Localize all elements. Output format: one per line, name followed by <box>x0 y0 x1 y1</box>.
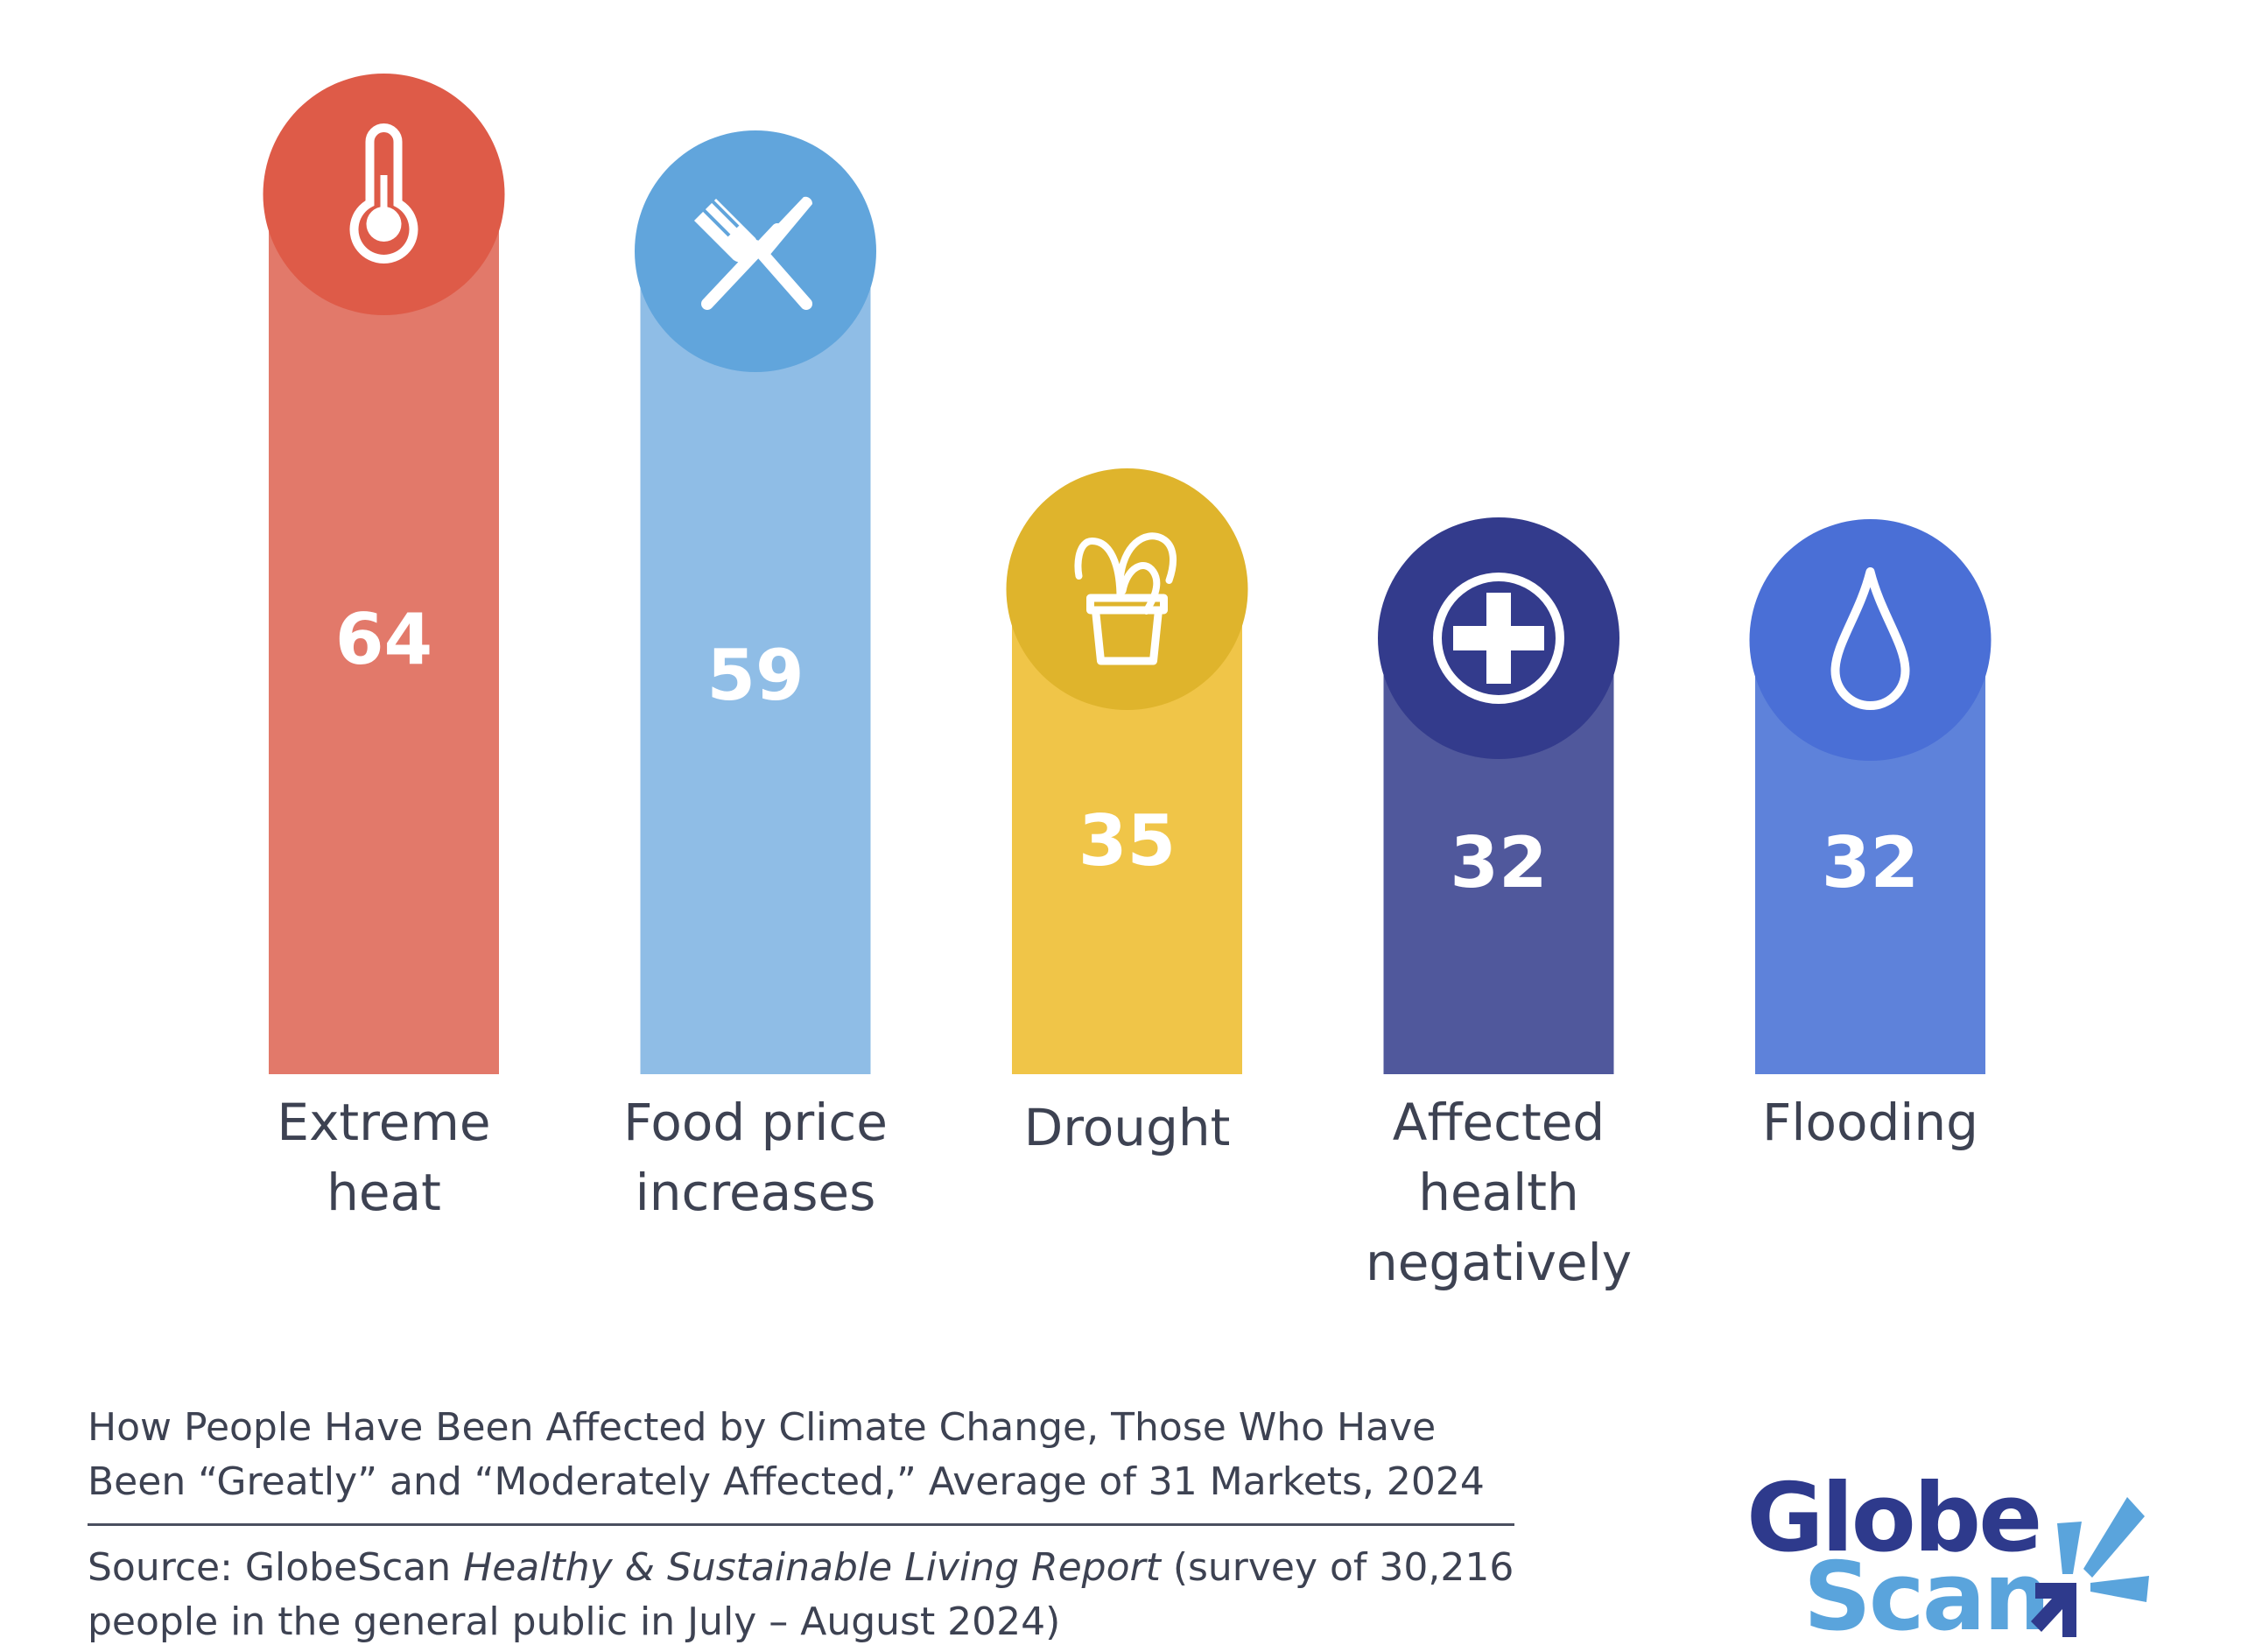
chart-title-line-1: How People Have Been Affected by Climate… <box>88 1405 1437 1450</box>
value-label-3: 35 <box>1078 800 1176 882</box>
source-prefix: Source: GlobeScan <box>88 1545 464 1590</box>
value-label-5: 32 <box>1822 822 1919 903</box>
source-note: Source: GlobeScan Healthy & Sustainable … <box>88 1541 1514 1649</box>
category-label-line: negatively <box>1366 1233 1632 1292</box>
wilted-plant-icon <box>1074 532 1177 665</box>
bar-chart: 64 Extreme heat 59 Food price increases 35 Drou… <box>263 74 1992 1292</box>
logo-ray-diagonal <box>2083 1497 2145 1578</box>
category-label-line: Affected <box>1393 1093 1605 1152</box>
category-label-line: heat <box>327 1163 441 1222</box>
category-label-3: Drought <box>1024 1098 1231 1157</box>
logo-arrow <box>2031 1583 2076 1637</box>
globescan-logo: Globe Scan <box>1742 1471 2232 1646</box>
bar-cap-circle-3 <box>1006 468 1248 710</box>
bar-cap-circle-5 <box>1749 519 1992 761</box>
fork-knife-icon <box>694 196 813 310</box>
thermometer-icon <box>349 123 418 264</box>
category-label-line: health <box>1418 1163 1579 1222</box>
category-label-line: Drought <box>1024 1098 1231 1157</box>
category-label-line: Extreme <box>277 1093 490 1152</box>
bars-layer: 64 Extreme heat 59 Food price increases 35 Drou… <box>263 74 1992 1292</box>
category-label-4: Affected health negatively <box>1366 1093 1632 1292</box>
logo-word-scan: Scan <box>1803 1543 2051 1652</box>
value-label-4: 32 <box>1450 822 1547 903</box>
bar-1 <box>269 194 499 1074</box>
logo-ray-top <box>2057 1522 2082 1574</box>
caption-divider <box>88 1523 1514 1526</box>
category-label-line: Food price <box>623 1093 888 1152</box>
chart-title-line-2: Been “Greatly” and “Moderately Affected,… <box>88 1459 1485 1504</box>
value-label-2: 59 <box>706 635 804 716</box>
value-label-1: 64 <box>335 599 432 680</box>
category-label-1: Extreme heat <box>277 1093 490 1222</box>
medical-cross-icon <box>1433 573 1564 704</box>
source-report-name: Healthy & Sustainable Living Report <box>463 1545 1161 1590</box>
water-drop-icon <box>1830 567 1910 710</box>
bar-2 <box>640 251 871 1074</box>
category-label-2: Food price increases <box>623 1093 888 1222</box>
logo-burst-icon <box>2031 1497 2149 1637</box>
category-label-line: increases <box>636 1163 876 1222</box>
logo-word-globe: Globe <box>1746 1464 2042 1573</box>
logo-ray-right <box>2090 1576 2149 1602</box>
chart-title: How People Have Been Affected by Climate… <box>88 1401 1514 1509</box>
category-label-line: Flooding <box>1762 1093 1978 1152</box>
source-suffix: (survey of 30,216 people in the general … <box>88 1545 1514 1644</box>
category-label-5: Flooding <box>1762 1093 1978 1152</box>
